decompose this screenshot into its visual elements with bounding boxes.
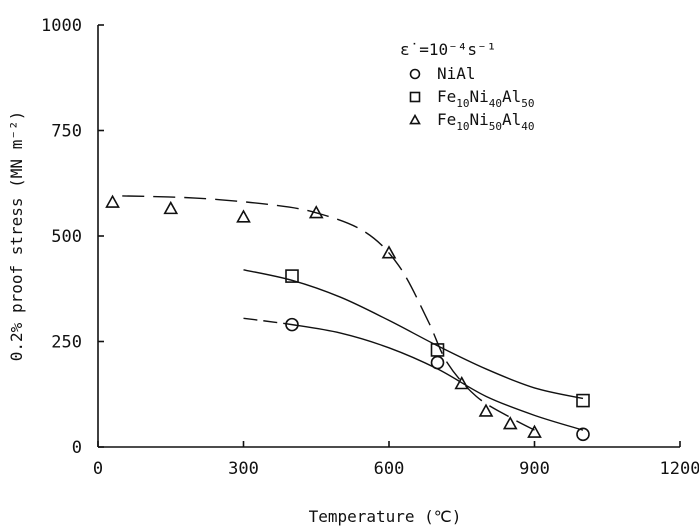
legend-label: Fe10Ni50Al40: [437, 110, 535, 133]
series-triangle-point: [478, 403, 494, 417]
legend-label: NiAl: [437, 64, 476, 83]
y-tick-label: 250: [51, 333, 82, 353]
legend-marker-triangle: [409, 113, 421, 125]
y-tick-label: 1000: [41, 16, 82, 36]
y-tick-label: 500: [51, 227, 82, 247]
series-square-curve: [243, 269, 584, 400]
x-tick-label: 600: [374, 459, 405, 479]
data-points: [105, 194, 590, 442]
series-circle-point: [576, 427, 590, 442]
legend-marker-circle: [409, 68, 421, 80]
y-axis-label: 0.2% proof stress (MN m⁻²): [7, 111, 26, 361]
series-triangle-point: [527, 424, 542, 438]
legend-label: Fe10Ni40Al50: [437, 87, 535, 110]
y-tick-label: 0: [72, 438, 82, 458]
legend-header: ε̇ =10⁻⁴s⁻¹: [400, 40, 496, 59]
x-tick-label: 900: [519, 459, 550, 479]
axes: [97, 25, 680, 448]
x-tick-label: 1200: [660, 459, 699, 479]
series-triangle-point: [381, 245, 397, 259]
series-triangle-curve: [122, 195, 535, 431]
x-tick-label: 0: [93, 459, 103, 479]
series-square-point: [576, 393, 590, 408]
series-triangle-point: [163, 200, 179, 215]
series-square-point: [285, 269, 299, 283]
curves: [122, 195, 584, 431]
series-square-point: [430, 343, 445, 357]
y-tick-label: 750: [51, 122, 82, 142]
x-axis-label: Temperature (℃): [309, 507, 462, 526]
series-triangle-point: [502, 416, 518, 430]
legend-marker-square: [409, 91, 421, 103]
series-circle-curve: [243, 317, 584, 431]
series-triangle-point: [105, 194, 120, 208]
series-circle-point: [285, 317, 299, 332]
series-circle-point: [430, 355, 445, 370]
series-triangle-point: [454, 376, 470, 390]
series-triangle-point: [236, 209, 251, 223]
ticks: 0 300 600 900 1200 0 250 500 750 1000: [41, 16, 699, 479]
series-triangle-point: [308, 205, 324, 219]
x-tick-label: 300: [228, 459, 259, 479]
